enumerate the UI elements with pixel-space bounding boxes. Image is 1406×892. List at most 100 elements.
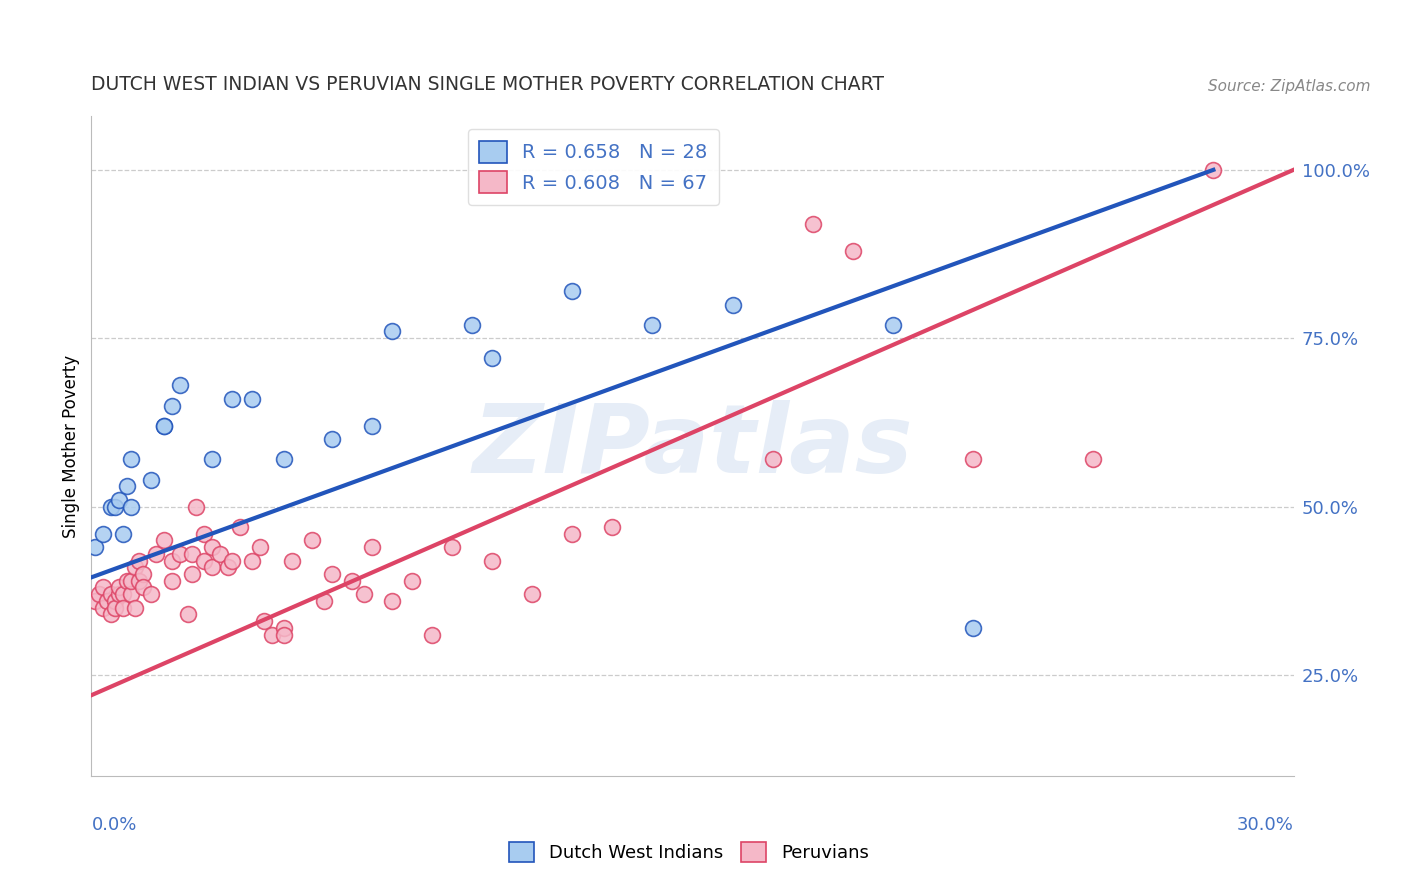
Point [201, 452, 224, 467]
Point [108, 581, 131, 595]
Point [152, 533, 174, 548]
Point [882, 318, 904, 332]
Point [762, 452, 785, 467]
Point [132, 581, 155, 595]
Point [273, 452, 295, 467]
Point [312, 594, 335, 608]
Legend: Dutch West Indians, Peruvians: Dutch West Indians, Peruvians [502, 834, 876, 870]
Text: 0.0%: 0.0% [91, 815, 136, 834]
Point [360, 540, 382, 554]
Point [160, 399, 183, 413]
Point [281, 553, 304, 567]
Point [112, 526, 135, 541]
Point [273, 621, 295, 635]
Point [240, 553, 263, 567]
Point [401, 574, 423, 588]
Point [93, 581, 115, 595]
Point [381, 325, 404, 339]
Point [801, 217, 824, 231]
Point [340, 574, 363, 588]
Point [260, 627, 283, 641]
Point [169, 378, 191, 392]
Point [124, 560, 146, 574]
Text: DUTCH WEST INDIAN VS PERUVIAN SINGLE MOTHER POVERTY CORRELATION CHART: DUTCH WEST INDIAN VS PERUVIAN SINGLE MOT… [91, 75, 884, 94]
Point [180, 547, 202, 561]
Point [353, 587, 375, 601]
Text: ZIPatlas: ZIPatlas [472, 400, 912, 492]
Point [141, 473, 163, 487]
Point [169, 547, 191, 561]
Point [160, 574, 183, 588]
Point [84, 540, 107, 554]
Point [121, 587, 143, 601]
Point [112, 587, 135, 601]
Point [301, 533, 323, 548]
Point [321, 432, 343, 446]
Point [321, 566, 343, 581]
Point [193, 553, 215, 567]
Point [1083, 452, 1105, 467]
Point [104, 600, 127, 615]
Point [721, 297, 744, 311]
Point [461, 318, 484, 332]
Point [84, 594, 107, 608]
Point [100, 607, 122, 622]
Point [152, 418, 174, 433]
Text: 30.0%: 30.0% [1237, 815, 1294, 834]
Point [221, 392, 243, 406]
Point [201, 560, 224, 574]
Point [481, 351, 503, 366]
Point [360, 418, 382, 433]
Point [180, 566, 202, 581]
Point [117, 574, 139, 588]
Point [128, 574, 150, 588]
Point [121, 574, 143, 588]
Point [121, 500, 143, 514]
Point [253, 614, 276, 628]
Legend: R = 0.658   N = 28, R = 0.608   N = 67: R = 0.658 N = 28, R = 0.608 N = 67 [468, 129, 718, 205]
Point [121, 452, 143, 467]
Point [100, 587, 122, 601]
Point [152, 418, 174, 433]
Point [273, 627, 295, 641]
Point [96, 594, 118, 608]
Point [141, 587, 163, 601]
Point [93, 526, 115, 541]
Point [962, 621, 984, 635]
Point [108, 492, 131, 507]
Point [124, 600, 146, 615]
Text: Source: ZipAtlas.com: Source: ZipAtlas.com [1208, 78, 1371, 94]
Point [1202, 162, 1225, 177]
Point [962, 452, 984, 467]
Point [176, 607, 198, 622]
Point [128, 553, 150, 567]
Point [104, 500, 127, 514]
Point [93, 600, 115, 615]
Point [104, 594, 127, 608]
Y-axis label: Single Mother Poverty: Single Mother Poverty [62, 354, 80, 538]
Point [440, 540, 463, 554]
Point [228, 520, 250, 534]
Point [481, 553, 503, 567]
Point [89, 587, 111, 601]
Point [184, 500, 207, 514]
Point [240, 392, 263, 406]
Point [160, 553, 183, 567]
Point [420, 627, 443, 641]
Point [641, 318, 664, 332]
Point [602, 520, 624, 534]
Point [201, 540, 224, 554]
Point [561, 284, 583, 298]
Point [381, 594, 404, 608]
Point [193, 526, 215, 541]
Point [112, 600, 135, 615]
Point [217, 560, 239, 574]
Point [145, 547, 167, 561]
Point [108, 587, 131, 601]
Point [841, 244, 863, 258]
Point [221, 553, 243, 567]
Point [522, 587, 544, 601]
Point [561, 526, 583, 541]
Point [249, 540, 271, 554]
Point [208, 547, 231, 561]
